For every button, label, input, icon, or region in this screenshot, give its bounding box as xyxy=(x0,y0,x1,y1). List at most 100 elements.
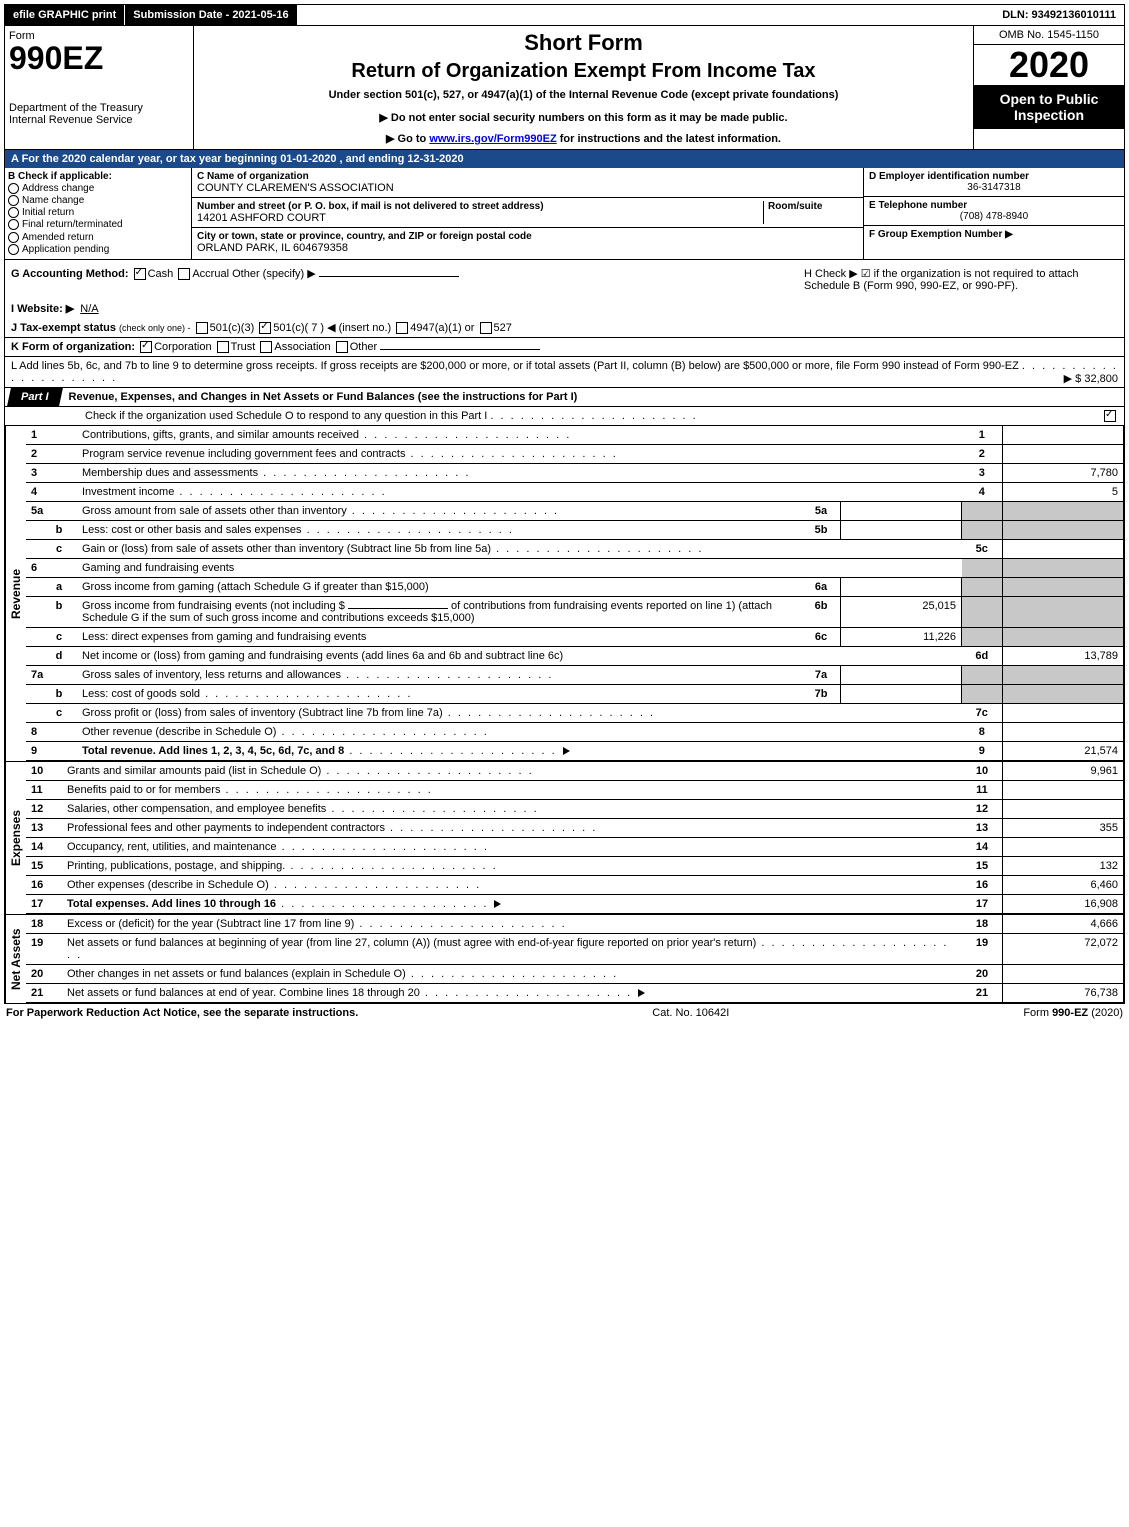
l17-amt: 16,908 xyxy=(1003,895,1124,914)
chk-501c3[interactable] xyxy=(196,322,208,334)
l16-desc: Other expenses (describe in Schedule O) xyxy=(67,879,269,891)
triangle-icon xyxy=(638,989,645,997)
l18-desc: Excess or (deficit) for the year (Subtra… xyxy=(67,918,354,930)
k-trust: Trust xyxy=(231,341,256,353)
section-c: C Name of organization COUNTY CLAREMEN'S… xyxy=(192,168,863,259)
city-label: City or town, state or province, country… xyxy=(197,231,858,242)
l6c-desc: Less: direct expenses from gaming and fu… xyxy=(82,631,366,643)
chk-527[interactable] xyxy=(480,322,492,334)
efile-print-button[interactable]: efile GRAPHIC print xyxy=(5,5,125,25)
chk-cash[interactable] xyxy=(134,268,146,280)
l13-num: 13 xyxy=(26,819,62,838)
l18-rnum: 18 xyxy=(962,915,1003,934)
l6b-grey2 xyxy=(1003,597,1124,628)
chk-assoc[interactable] xyxy=(260,341,272,353)
part1-check-box[interactable] xyxy=(1104,410,1116,422)
d-label: D Employer identification number xyxy=(869,171,1119,182)
l6-grey xyxy=(962,559,1003,578)
l13-amt: 355 xyxy=(1003,819,1124,838)
k-other: Other xyxy=(350,341,378,353)
l7b-desc: Less: cost of goods sold xyxy=(82,688,200,700)
j-501c3: 501(c)(3) xyxy=(210,322,255,334)
chk-501c[interactable] xyxy=(259,322,271,334)
j-501c: 501(c)( 7 ) ◀ (insert no.) xyxy=(273,322,391,334)
l7c-rnum: 7c xyxy=(962,704,1003,723)
l18-num: 18 xyxy=(26,915,62,934)
website-value: N/A xyxy=(80,303,98,315)
l2-desc: Program service revenue including govern… xyxy=(82,448,405,460)
chk-initial-return[interactable]: Initial return xyxy=(8,207,188,218)
chk-accrual[interactable] xyxy=(178,268,190,280)
l9-desc: Total revenue. Add lines 1, 2, 3, 4, 5c,… xyxy=(82,745,344,757)
l8-desc: Other revenue (describe in Schedule O) xyxy=(82,726,276,738)
l6c-m: 6c xyxy=(802,628,841,647)
l-text: L Add lines 5b, 6c, and 7b to line 9 to … xyxy=(11,360,1019,372)
l21-rnum: 21 xyxy=(962,984,1003,1003)
l20-amt xyxy=(1003,965,1124,984)
chk-other[interactable] xyxy=(336,341,348,353)
omb-number: OMB No. 1545-1150 xyxy=(974,26,1124,45)
chk-address-change[interactable]: Address change xyxy=(8,183,188,194)
l6b-grey xyxy=(962,597,1003,628)
l15-rnum: 15 xyxy=(962,857,1003,876)
chk-application-pending[interactable]: Application pending xyxy=(8,244,188,255)
l5b-num: b xyxy=(26,521,77,540)
l5b-desc: Less: cost or other basis and sales expe… xyxy=(82,524,302,536)
l11-amt xyxy=(1003,781,1124,800)
l5a-mv xyxy=(841,502,962,521)
l6-grey2 xyxy=(1003,559,1124,578)
l4-amt: 5 xyxy=(1003,483,1124,502)
chk-final-return[interactable]: Final return/terminated xyxy=(8,219,188,230)
l10-desc: Grants and similar amounts paid (list in… xyxy=(67,765,321,777)
dln-label: DLN: 93492136010111 xyxy=(994,5,1124,25)
form-header: Form 990EZ Department of the Treasury In… xyxy=(4,26,1125,150)
l21-desc: Net assets or fund balances at end of ye… xyxy=(67,987,420,999)
l17-rnum: 17 xyxy=(962,895,1003,914)
return-title: Return of Organization Exempt From Incom… xyxy=(198,60,969,83)
irs-link[interactable]: www.irs.gov/Form990EZ xyxy=(429,133,556,145)
cash-label: Cash xyxy=(148,268,174,280)
l4-rnum: 4 xyxy=(962,483,1003,502)
header-left: Form 990EZ Department of the Treasury In… xyxy=(5,26,194,149)
f-label: F Group Exemption Number ▶ xyxy=(869,229,1119,240)
l5b-m: 5b xyxy=(802,521,841,540)
chk-name-change-label: Name change xyxy=(22,195,84,206)
l8-num: 8 xyxy=(26,723,77,742)
top-bar: efile GRAPHIC print Submission Date - 20… xyxy=(4,4,1125,26)
c-name-label: C Name of organization xyxy=(197,171,858,182)
org-name: COUNTY CLAREMEN'S ASSOCIATION xyxy=(197,182,858,194)
l5a-num: 5a xyxy=(26,502,77,521)
street-label: Number and street (or P. O. box, if mail… xyxy=(197,201,763,212)
chk-name-change[interactable]: Name change xyxy=(8,195,188,206)
revenue-block: Revenue 1Contributions, gifts, grants, a… xyxy=(4,426,1125,761)
l4-desc: Investment income xyxy=(82,486,174,498)
l17-desc: Total expenses. Add lines 10 through 16 xyxy=(67,898,276,910)
expenses-block: Expenses 10Grants and similar amounts pa… xyxy=(4,761,1125,914)
chk-final-return-label: Final return/terminated xyxy=(22,220,123,231)
l19-amt: 72,072 xyxy=(1003,934,1124,965)
l19-num: 19 xyxy=(26,934,62,965)
l5c-desc: Gain or (loss) from sale of assets other… xyxy=(82,543,491,555)
dept-treasury: Department of the Treasury xyxy=(9,102,189,114)
l9-rnum: 9 xyxy=(962,742,1003,761)
l13-rnum: 13 xyxy=(962,819,1003,838)
l9-amt: 21,574 xyxy=(1003,742,1124,761)
l5a-m: 5a xyxy=(802,502,841,521)
submission-date-button[interactable]: Submission Date - 2021-05-16 xyxy=(125,5,297,25)
goto-line: ▶ Go to www.irs.gov/Form990EZ for instru… xyxy=(198,132,969,145)
chk-trust[interactable] xyxy=(217,341,229,353)
i-label: I Website: ▶ xyxy=(11,302,74,315)
chk-corp[interactable] xyxy=(140,341,152,353)
l6-desc: Gaming and fundraising events xyxy=(77,559,962,578)
l12-amt xyxy=(1003,800,1124,819)
part1-check-text: Check if the organization used Schedule … xyxy=(85,410,487,422)
chk-4947[interactable] xyxy=(396,322,408,334)
chk-amended-return[interactable]: Amended return xyxy=(8,232,188,243)
l7a-num: 7a xyxy=(26,666,77,685)
l1-desc: Contributions, gifts, grants, and simila… xyxy=(82,429,359,441)
side-netassets: Net Assets xyxy=(5,915,26,1003)
l6a-num: a xyxy=(26,578,77,597)
chk-amended-return-label: Amended return xyxy=(22,232,94,243)
l3-desc: Membership dues and assessments xyxy=(82,467,258,479)
l9-num: 9 xyxy=(26,742,77,761)
